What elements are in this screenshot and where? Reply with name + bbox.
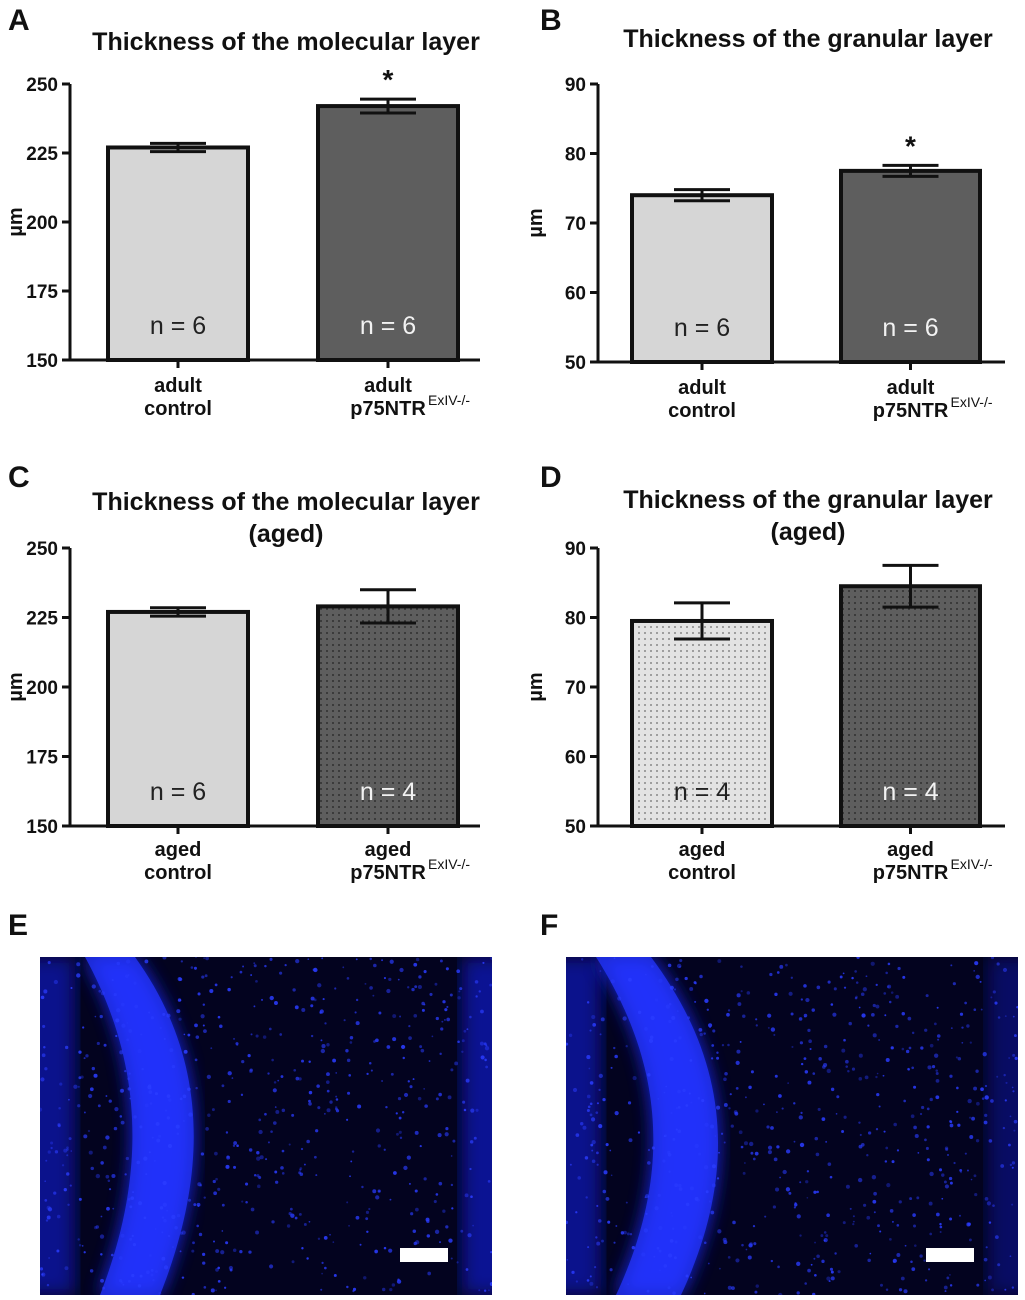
y-tick-label: 80 bbox=[565, 609, 586, 630]
bar bbox=[106, 145, 250, 362]
y-tick-label: 175 bbox=[26, 748, 58, 769]
bar bbox=[106, 609, 250, 828]
chart-panel-a: A Thickness of the molecular layer µm n = 6… bbox=[5, 4, 480, 420]
y-tick-label: 150 bbox=[26, 817, 58, 838]
error-bar bbox=[360, 97, 416, 115]
chart-title: Thickness of the granular layer bbox=[623, 25, 993, 53]
chart-panel-c: C Thickness of the molecular layer (aged) µ… bbox=[5, 461, 480, 884]
category-label: adult bbox=[364, 375, 412, 397]
n-label: n = 6 bbox=[882, 314, 938, 342]
y-tick-label: 70 bbox=[565, 678, 586, 699]
micrograph-panel-e: E bbox=[8, 909, 492, 1295]
y-tick-label: 250 bbox=[26, 75, 58, 96]
bar bbox=[630, 618, 774, 828]
category-label: adult bbox=[887, 377, 935, 399]
y-tick-label: 90 bbox=[565, 539, 586, 560]
y-tick-label: 200 bbox=[26, 678, 58, 699]
panel-letter: D bbox=[540, 461, 562, 494]
significance-marker: * bbox=[905, 130, 916, 161]
significance-marker: * bbox=[383, 64, 394, 95]
scale-bar bbox=[926, 1248, 974, 1262]
y-tick-label: 175 bbox=[26, 282, 58, 303]
chart-title: (aged) bbox=[771, 518, 846, 546]
n-label: n = 4 bbox=[882, 778, 938, 806]
y-axis-label: µm bbox=[5, 672, 27, 701]
bar bbox=[839, 584, 982, 828]
n-label: n = 6 bbox=[674, 314, 730, 342]
error-bar bbox=[882, 163, 939, 178]
charts-layer: A Thickness of the molecular layer µm n = 6… bbox=[5, 4, 1005, 884]
y-tick-label: 60 bbox=[565, 284, 586, 305]
category-label: control bbox=[144, 862, 212, 884]
category-label: p75NTR bbox=[873, 862, 949, 884]
y-axis-label: µm bbox=[525, 672, 547, 701]
chart-panel-d: D Thickness of the granular layer (aged) µm… bbox=[525, 461, 1005, 884]
panel-letter: A bbox=[8, 4, 30, 37]
y-axis-label: µm bbox=[525, 208, 547, 237]
y-tick-label: 150 bbox=[26, 351, 58, 372]
panel-letter: F bbox=[540, 909, 558, 942]
y-tick-label: 50 bbox=[565, 817, 586, 838]
panel-letter: C bbox=[8, 461, 30, 494]
category-label: adult bbox=[678, 377, 726, 399]
category-label: p75NTR bbox=[873, 400, 949, 422]
chart-panel-b: B Thickness of the granular layer µm n = 6 a… bbox=[525, 4, 1005, 422]
category-label: p75NTR bbox=[350, 862, 426, 884]
n-label: n = 4 bbox=[360, 778, 416, 806]
error-bar bbox=[674, 188, 730, 203]
micrograph-panel-f: F bbox=[540, 909, 1018, 1295]
category-superscript: ExIV-/- bbox=[951, 856, 993, 872]
category-label: adult bbox=[154, 375, 202, 397]
y-tick-label: 225 bbox=[26, 609, 58, 630]
error-bar bbox=[360, 588, 416, 625]
error-bar bbox=[150, 141, 206, 154]
scale-bar bbox=[400, 1248, 448, 1262]
bar bbox=[630, 193, 774, 364]
y-tick-label: 60 bbox=[565, 748, 586, 769]
category-label: aged bbox=[679, 839, 726, 861]
chart-title: Thickness of the molecular layer bbox=[92, 28, 480, 56]
error-bar bbox=[150, 606, 206, 618]
category-superscript: ExIV-/- bbox=[428, 392, 470, 408]
chart-title: Thickness of the molecular layer bbox=[92, 488, 480, 516]
category-label: control bbox=[668, 400, 736, 422]
category-label: aged bbox=[365, 839, 412, 861]
panel-letter: B bbox=[540, 4, 562, 37]
y-tick-label: 70 bbox=[565, 214, 586, 235]
n-label: n = 6 bbox=[150, 312, 206, 340]
category-superscript: ExIV-/- bbox=[951, 394, 993, 410]
y-tick-label: 225 bbox=[26, 144, 58, 165]
y-axis-label: µm bbox=[5, 207, 27, 236]
y-tick-label: 200 bbox=[26, 213, 58, 234]
category-label: control bbox=[668, 862, 736, 884]
chart-title: Thickness of the granular layer bbox=[623, 486, 993, 514]
panel-letter: E bbox=[8, 909, 28, 942]
y-tick-label: 50 bbox=[565, 353, 586, 374]
y-tick-label: 80 bbox=[565, 145, 586, 166]
error-bar bbox=[674, 601, 730, 641]
category-label: p75NTR bbox=[350, 398, 426, 420]
n-label: n = 4 bbox=[674, 778, 730, 806]
category-label: aged bbox=[887, 839, 934, 861]
n-label: n = 6 bbox=[360, 312, 416, 340]
chart-title: (aged) bbox=[249, 520, 324, 548]
category-label: aged bbox=[155, 839, 202, 861]
y-tick-label: 90 bbox=[565, 75, 586, 96]
micrograph-image bbox=[566, 957, 1018, 1295]
bar bbox=[316, 604, 460, 828]
n-label: n = 6 bbox=[150, 778, 206, 806]
category-label: control bbox=[144, 398, 212, 420]
micrograph-image bbox=[40, 957, 492, 1295]
category-superscript: ExIV-/- bbox=[428, 856, 470, 872]
y-tick-label: 250 bbox=[26, 539, 58, 560]
error-bar bbox=[882, 563, 939, 609]
